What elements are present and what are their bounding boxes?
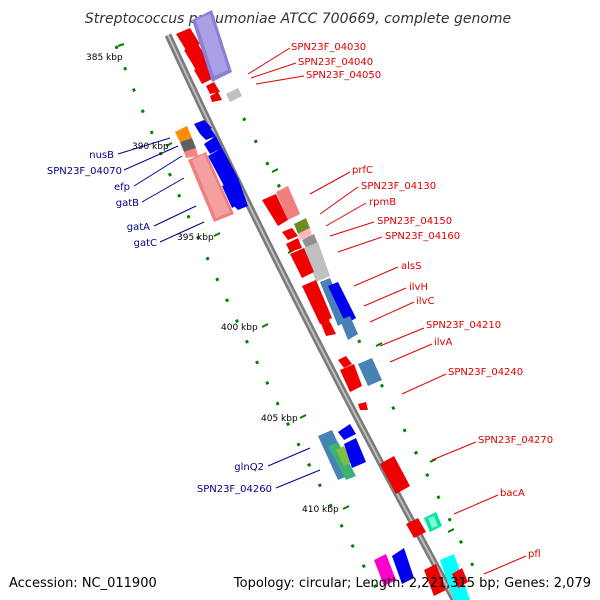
gene-label: pfl [528,549,541,560]
gene-label: SPN23F_04040 [298,57,373,68]
gene-label: rpmB [369,197,396,208]
tick-label: 405 kbp [261,414,298,424]
gene-label: SPN23F_04050 [306,70,381,81]
forward-genes [226,88,470,600]
tick-labels: 385 kbp 390 kbp 395 kbp 400 kbp 405 kbp … [86,53,339,515]
gene-arrow [322,322,336,336]
gene-arrow [210,92,222,102]
gene-label: alsS [401,261,421,272]
gene-label: SPN23F_04210 [426,320,501,331]
gene-arrow [262,194,288,226]
gene-arrow [184,44,210,70]
reverse-leader-lines [117,137,321,489]
gene-arrow [358,402,368,410]
gene-label: SPN23F_04160 [385,231,460,242]
reverse-genes [175,10,414,586]
gene-box [175,126,192,142]
gene-arrow [452,568,468,588]
gene-box [358,358,382,386]
gene-label: SPN23F_04070 [47,166,122,177]
gene-label: SPN23F_04150 [377,216,452,227]
gene-box [320,278,348,326]
gene-label: bacA [500,488,525,499]
gene-box [180,138,196,152]
map-title: Streptococcus pneumoniae ATCC 700669, co… [85,11,511,27]
gene-arrow [344,438,366,468]
forward-leader-lines [247,47,527,575]
gene-box [336,446,352,466]
tick-label: 385 kbp [86,53,123,63]
gene-arrow [392,548,414,584]
summary-text: Topology: circular; Length: 2,221,315 bp… [233,576,591,591]
gene-arrow [282,228,298,240]
accession-text: Accession: NC_011900 [9,576,157,591]
tick-label: 410 kbp [302,505,339,515]
gene-arrow [338,424,356,440]
tick-label: 390 kbp [132,142,169,152]
tick-marks [117,43,455,533]
gene-arrow [316,310,330,326]
gene-arrow [234,200,248,210]
tick-label: 395 kbp [177,233,214,243]
gene-label: efp [114,182,130,193]
gene-arrow [340,364,362,392]
gene-arrow [406,518,426,538]
forward-gene-labels: SPN23F_04030 SPN23F_04040 SPN23F_04050 p… [291,42,553,560]
tick-label: 400 kbp [221,323,258,333]
gene-label: gatC [134,238,157,249]
gene-box [226,88,242,102]
gene-label: SPN23F_04240 [448,367,523,378]
gene-label: ilvC [416,296,434,307]
gene-label: prfC [352,165,373,176]
gene-label: gatA [127,222,150,233]
genome-backbone [164,33,459,600]
gene-arrow [424,564,446,596]
gene-arrow [222,178,246,208]
gene-label: SPN23F_04130 [361,181,436,192]
gene-label: glnQ2 [234,462,264,473]
gene-box [184,148,198,158]
gene-arrow [176,28,200,50]
gene-arrow [380,456,410,494]
gene-label: SPN23F_04260 [197,484,272,495]
reverse-gene-labels: nusB SPN23F_04070 efp gatB gatA gatC gln… [47,150,272,495]
gene-label: nusB [89,150,114,161]
gene-box [340,316,358,340]
gene-label: ilvA [434,337,452,348]
gene-label: gatB [116,198,139,209]
gene-arrow [286,238,302,252]
gene-arrow [200,128,216,140]
gene-arrow [328,282,356,324]
gene-arrow [204,136,222,154]
gene-arrow [194,120,212,134]
gene-box [374,554,396,586]
gene-label: SPN23F_04270 [478,435,553,446]
gene-label: SPN23F_04030 [291,42,366,53]
gene-arrow [208,148,238,186]
gene-label: ilvH [409,282,428,293]
gene-box [304,242,330,282]
gene-arrow [338,356,352,368]
gene-box [276,186,300,220]
gene-arrow [194,64,214,84]
gene-arrow [290,248,314,278]
gene-arrow [206,82,220,94]
